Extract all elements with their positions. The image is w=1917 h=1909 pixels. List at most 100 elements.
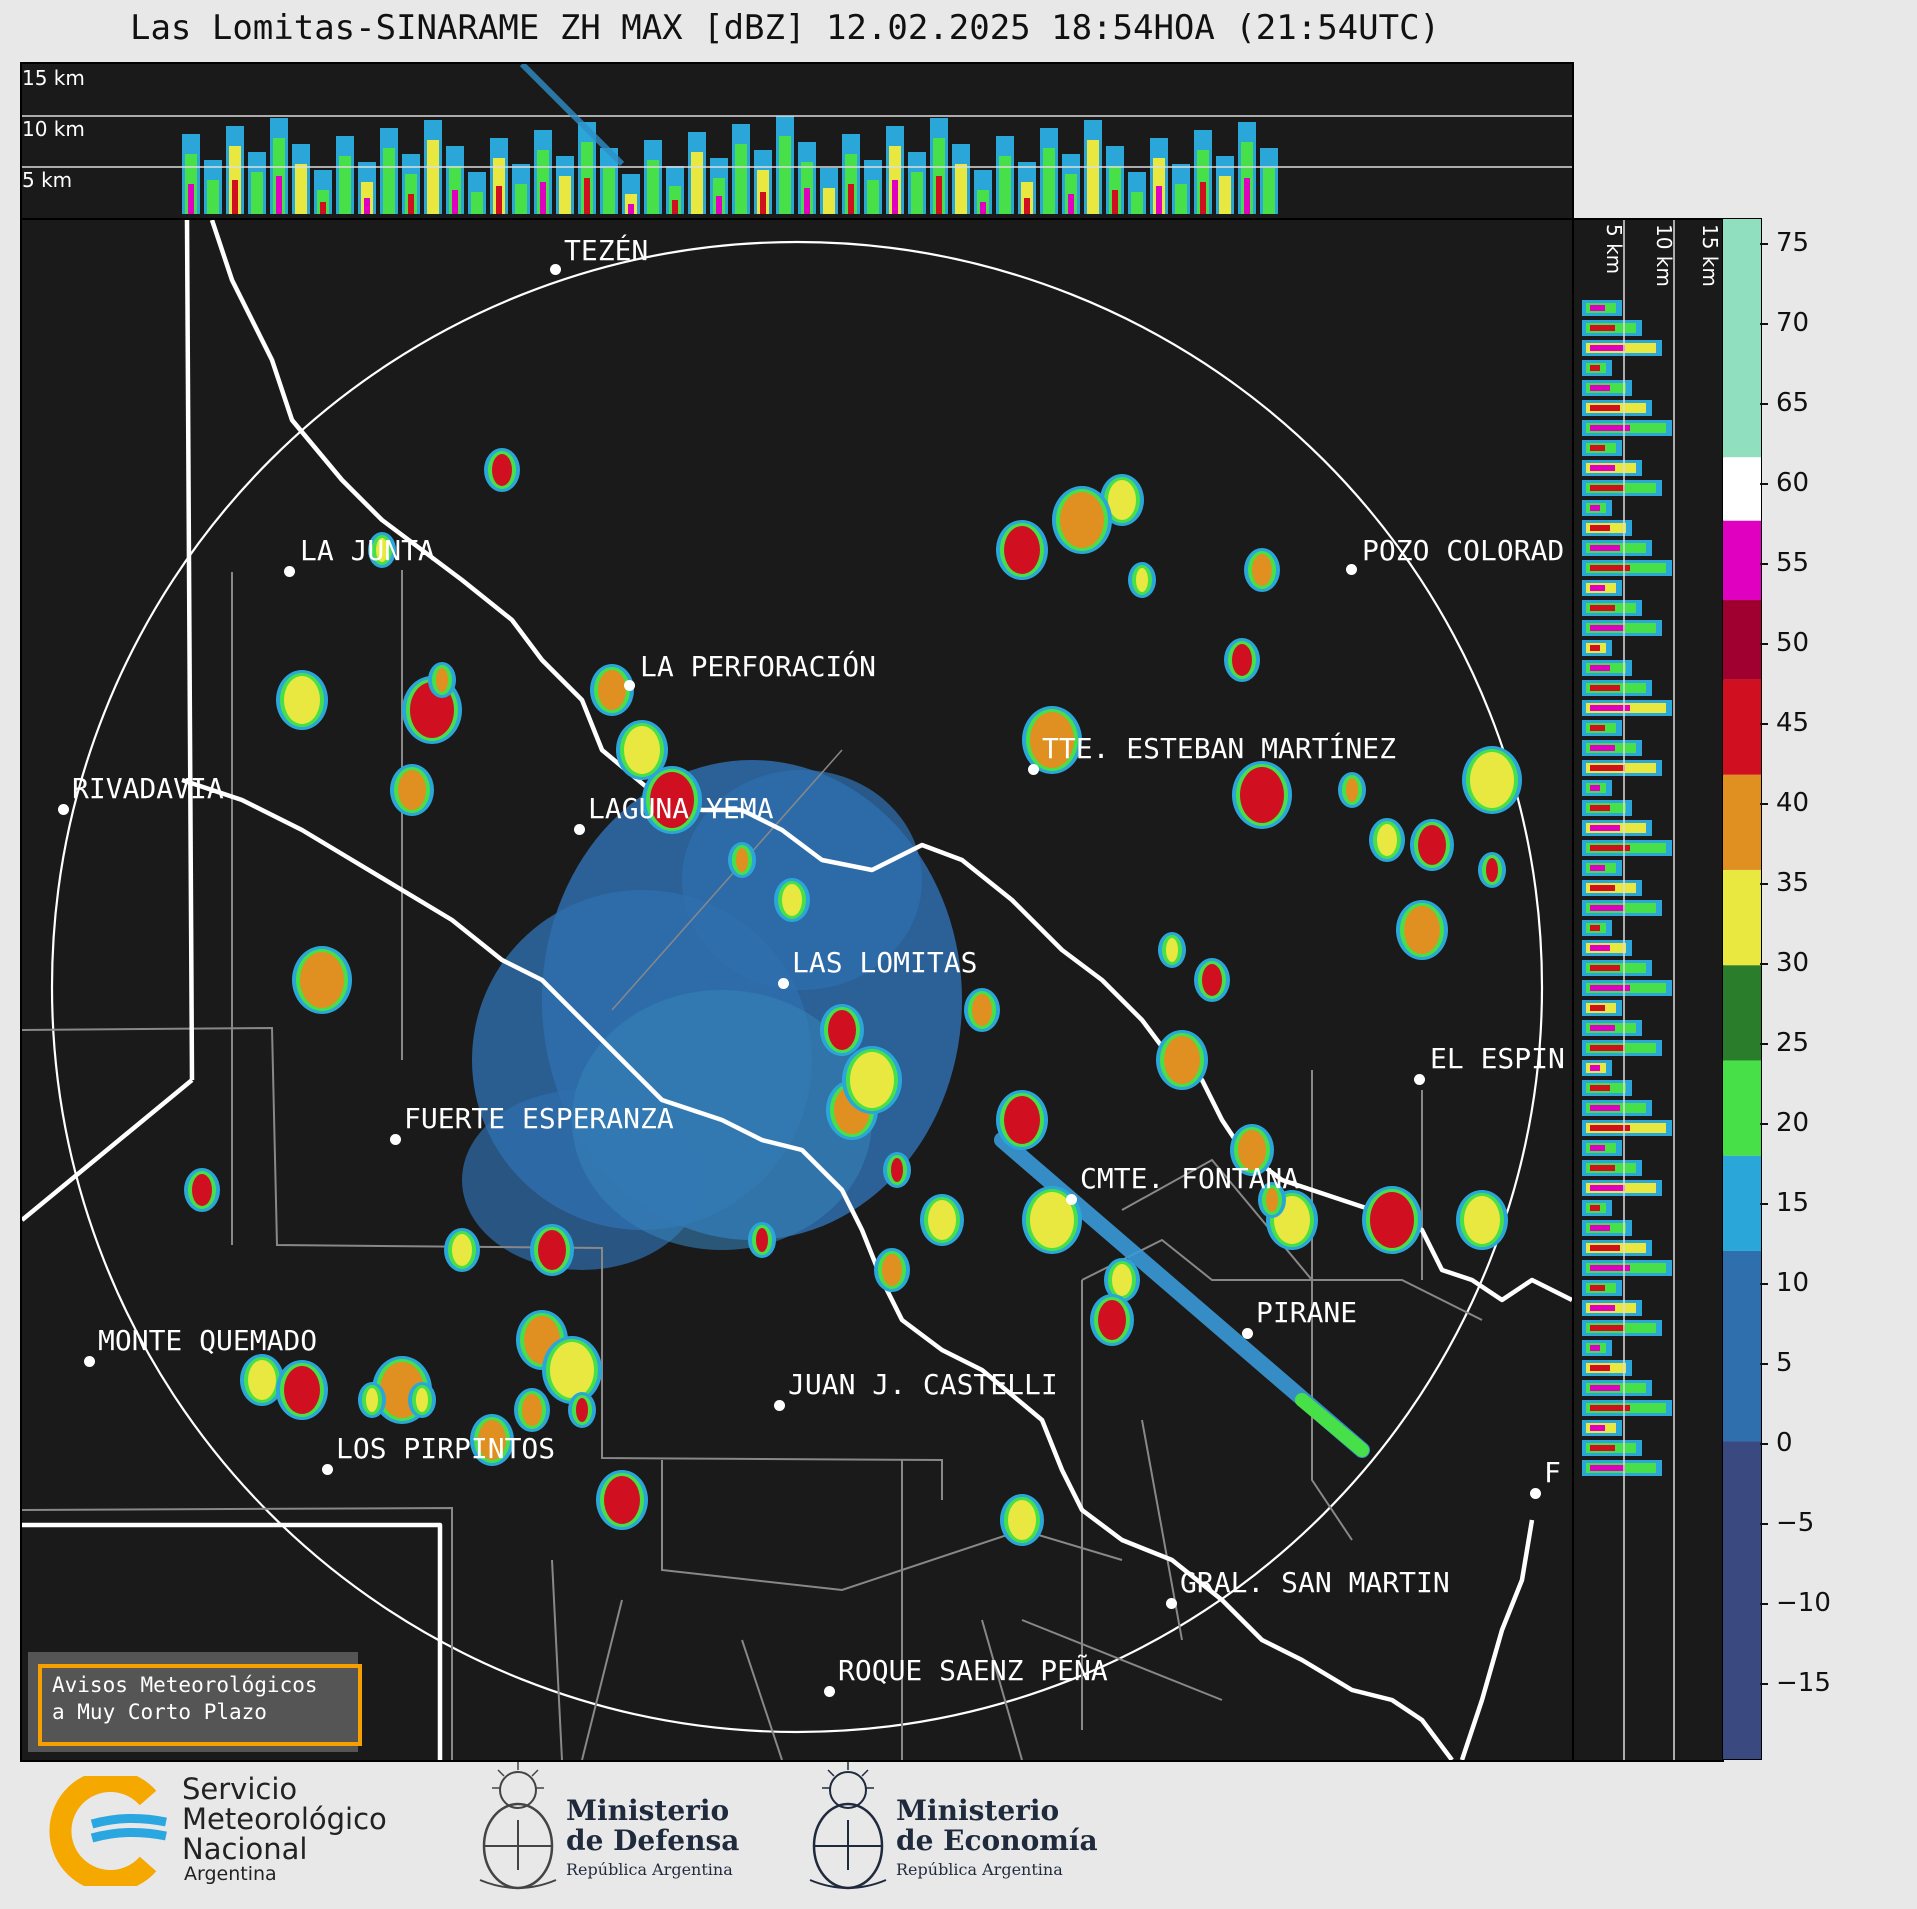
colorbar-tick: 10	[1759, 1268, 1809, 1298]
storm-cell	[920, 1194, 964, 1246]
storm-cell	[1156, 1030, 1208, 1090]
profile-row	[1582, 360, 1612, 376]
top-altitude-15km: 15 km	[22, 66, 85, 90]
profile-column	[402, 154, 420, 214]
colorbar-tick: 35	[1759, 868, 1809, 898]
storm-cell	[964, 988, 1000, 1032]
city-dot-la-perforacion	[624, 680, 635, 691]
colorbar-band	[1723, 1250, 1761, 1442]
profile-column	[248, 152, 266, 214]
city-dot-cmte-fontana	[1066, 1194, 1077, 1205]
storm-cell	[408, 1382, 436, 1418]
storm-cell	[184, 1168, 220, 1212]
profile-column	[490, 138, 508, 214]
storm-cell	[1462, 746, 1522, 814]
colorbar-tick: 65	[1759, 388, 1809, 418]
profile-column	[1062, 154, 1080, 214]
profile-row	[1582, 1360, 1632, 1376]
city-label-el-espinillo: EL ESPIN	[1430, 1042, 1565, 1075]
storm-cell	[590, 664, 634, 716]
radar-map[interactable]: TEZÉN LA JUNTA POZO COLORAD LA PERFORACI…	[20, 218, 1574, 1762]
profile-column	[1018, 162, 1036, 214]
profile-row	[1582, 1000, 1622, 1016]
colorbar-band	[1723, 1155, 1761, 1251]
profile-row	[1582, 1280, 1622, 1296]
profile-column	[1150, 138, 1168, 214]
city-label-tte-esteban-martinez: TTE. ESTEBAN MARTÍNEZ	[1042, 732, 1397, 765]
profile-column	[556, 156, 574, 214]
profile-column	[1040, 128, 1058, 214]
profile-column	[930, 118, 948, 214]
colorbar-tick: 75	[1759, 228, 1809, 258]
profile-column	[204, 160, 222, 214]
profile-row	[1582, 900, 1662, 916]
range-ring	[50, 240, 1544, 1734]
city-label-gral-san-martin: GRAL. SAN MARTIN	[1180, 1566, 1450, 1599]
profile-row	[1582, 760, 1662, 776]
profile-column	[226, 126, 244, 214]
storm-cell	[883, 1152, 911, 1188]
warning-box[interactable]: Avisos Meteorológicos a Muy Corto Plazo	[28, 1652, 362, 1752]
warning-line-1: Avisos Meteorológicos	[52, 1673, 318, 1697]
profile-column	[996, 136, 1014, 214]
profile-row	[1582, 1240, 1652, 1256]
colorbar-ticks: 75 70 65 60 55 50 45 40 35 30 25 20 15 1…	[1759, 218, 1882, 1758]
colorbar-tick: 15	[1759, 1188, 1809, 1218]
profile-column	[314, 170, 332, 214]
city-label-la-junta: LA JUNTA	[300, 534, 435, 567]
storm-cell	[1478, 852, 1506, 888]
colorbar-tick: −15	[1760, 1668, 1831, 1698]
storm-cell	[748, 1222, 776, 1258]
colorbar-tick: −5	[1759, 1508, 1814, 1538]
profile-row	[1582, 840, 1672, 856]
profile-column	[710, 158, 728, 214]
city-label-la-perforacion: LA PERFORACIÓN	[640, 650, 877, 683]
storm-cell	[1104, 1258, 1140, 1302]
side-cross-section-panel: 5 km 10 km 15 km	[1572, 218, 1724, 1762]
storm-cell	[1224, 638, 1260, 682]
profile-row	[1582, 480, 1662, 496]
storm-cell	[1396, 900, 1448, 960]
storm-cell	[542, 1336, 602, 1404]
storm-cell	[292, 946, 352, 1014]
profile-row	[1582, 740, 1642, 756]
profile-row	[1582, 940, 1632, 956]
radar-clutter-area	[462, 760, 962, 1270]
storm-cell	[616, 720, 668, 780]
profile-column	[644, 140, 662, 214]
colorbar-band	[1723, 679, 1761, 775]
warning-line-2: a Muy Corto Plazo	[52, 1700, 267, 1724]
storm-cell	[568, 1392, 596, 1428]
city-label-juan-j-castelli: JUAN J. CASTELLI	[788, 1368, 1058, 1401]
profile-column	[666, 166, 684, 214]
profile-column	[908, 152, 926, 214]
colorbar-tick: 40	[1759, 788, 1809, 818]
storm-cell	[390, 764, 434, 816]
profile-column	[600, 148, 618, 214]
colorbar-band	[1723, 774, 1761, 870]
profile-row	[1582, 1100, 1652, 1116]
profile-row	[1582, 320, 1642, 336]
city-label-pirane: PIRANE	[1256, 1296, 1358, 1329]
colorbar-tick: 30	[1759, 948, 1809, 978]
colorbar-band	[1723, 600, 1761, 680]
storm-cell	[444, 1228, 480, 1272]
profile-column	[182, 134, 200, 214]
economia-subtitle: República Argentina	[896, 1860, 1063, 1879]
colorbar-tick: 5	[1760, 1348, 1793, 1378]
storm-cell	[1000, 1494, 1044, 1546]
storm-cell	[596, 1470, 648, 1530]
profile-row	[1582, 560, 1672, 576]
profile-column	[1216, 156, 1234, 214]
profile-row	[1582, 1260, 1672, 1276]
profile-column	[820, 168, 838, 214]
storm-cell	[1338, 772, 1366, 808]
profile-row	[1582, 920, 1612, 936]
city-dot-tezen	[550, 264, 561, 275]
city-label-las-lomitas: LAS LOMITAS	[792, 946, 978, 979]
storm-cell	[1230, 1124, 1274, 1176]
coat-of-arms-icon	[809, 1762, 887, 1890]
city-label-roque-saenz-pena: ROQUE SAENZ PEÑA	[838, 1654, 1108, 1687]
economia-coat-of-arms	[800, 1760, 896, 1896]
profile-column	[358, 162, 376, 214]
